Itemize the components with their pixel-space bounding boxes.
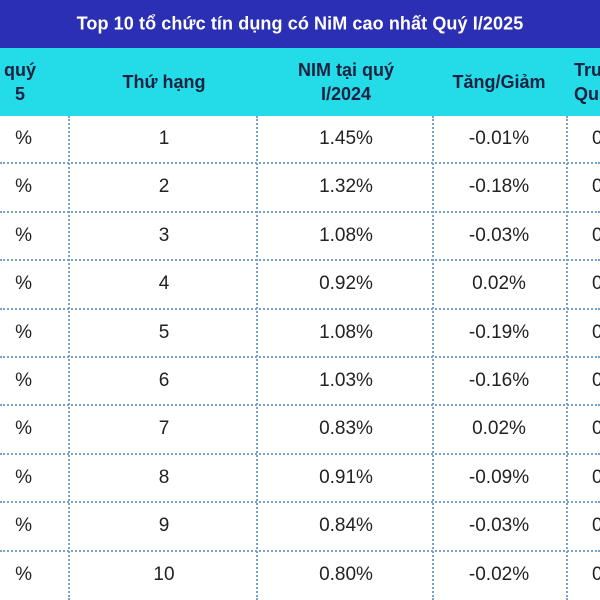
header-nim-line2: I/2024: [320, 84, 372, 104]
cell-change: -0.18%: [468, 176, 530, 198]
cell-nim: 1.32%: [319, 176, 373, 198]
cell-change: -0.09%: [468, 466, 530, 488]
table-row: % 9 0.84% -0.03% 0: [0, 503, 600, 552]
header-rank: Thứ hạng: [122, 72, 206, 92]
cell-nim: 1.45%: [319, 128, 373, 149]
header-nim-line1: NIM tại quý: [297, 60, 394, 80]
column-divider: [68, 116, 70, 600]
cell-nim: 0.91%: [319, 466, 373, 488]
header-next-line1: Trư: [574, 60, 600, 80]
cell-rank: 1: [158, 128, 170, 149]
cell-rank: 4: [158, 273, 170, 295]
cell-prev-quarter: %: [15, 370, 32, 391]
table-row: % 2 1.32% -0.18% 0: [0, 164, 600, 213]
header-prev-quarter-line2: 5: [14, 84, 25, 104]
cell-nim: 0.92%: [319, 273, 373, 295]
header-prev-quarter-partial: quý 5: [0, 48, 40, 116]
table-row: % 5 1.08% -0.19% 0: [0, 310, 600, 358]
cell-change: 0.02%: [472, 418, 526, 440]
cell-next: 0: [592, 321, 600, 343]
header-next-partial: Trư Qu: [570, 48, 600, 116]
cell-change: -0.16%: [468, 370, 530, 391]
cell-change: -0.02%: [468, 563, 530, 585]
table-row: % 4 0.92% 0.02% 0: [0, 261, 600, 310]
cell-next: 0: [592, 176, 600, 198]
column-divider: [432, 116, 434, 600]
cell-next: 0: [592, 466, 600, 488]
column-divider: [256, 116, 258, 600]
cell-rank: 8: [158, 466, 170, 488]
cell-next: 0: [592, 418, 600, 440]
header-nim-q1-2024: NIM tại quý I/2024: [258, 48, 434, 116]
table-body: % 1 1.45% -0.01% 0 % 2 1.32% -0.18% 0 % …: [0, 116, 600, 600]
cell-nim: 1.08%: [319, 224, 373, 246]
table-row: % 3 1.08% -0.03% 0: [0, 213, 600, 262]
table-row: % 6 1.03% -0.16% 0: [0, 358, 600, 407]
cell-rank: 3: [158, 224, 170, 246]
cell-prev-quarter: %: [15, 563, 32, 585]
header-next-line2: Qu: [574, 84, 599, 104]
cell-next: 0: [592, 224, 600, 246]
cell-change: -0.19%: [468, 321, 530, 343]
cell-nim: 0.80%: [319, 563, 373, 585]
cell-prev-quarter: %: [15, 466, 32, 488]
cell-next: 0: [592, 370, 600, 391]
cell-prev-quarter: %: [15, 128, 32, 149]
header-change: Tăng/Giảm: [452, 72, 546, 92]
cell-rank: 7: [158, 418, 170, 440]
cell-prev-quarter: %: [15, 418, 32, 440]
table-header-row: quý 5 Thứ hạng NIM tại quý I/2024 Tăng/G…: [0, 48, 600, 116]
title-bar: Top 10 tổ chức tín dụng có NiM cao nhất …: [0, 0, 600, 48]
cell-nim: 1.03%: [319, 370, 373, 391]
cell-next: 0: [592, 273, 600, 295]
cell-rank: 10: [153, 563, 175, 585]
cell-change: -0.01%: [468, 128, 530, 149]
cell-nim: 1.08%: [319, 321, 373, 343]
cell-change: 0.02%: [472, 273, 526, 295]
table-row: % 1 1.45% -0.01% 0: [0, 116, 600, 165]
cell-change: -0.03%: [468, 515, 530, 537]
cell-prev-quarter: %: [15, 176, 32, 198]
cell-nim: 0.84%: [319, 515, 373, 537]
cell-prev-quarter: %: [15, 224, 32, 246]
table-row: % 8 0.91% -0.09% 0: [0, 455, 600, 504]
cell-prev-quarter: %: [15, 321, 32, 343]
cell-rank: 9: [158, 515, 170, 537]
column-divider: [566, 116, 568, 600]
cell-next: 0: [592, 128, 600, 149]
table-title: Top 10 tổ chức tín dụng có NiM cao nhất …: [76, 13, 524, 34]
cell-nim: 0.83%: [319, 418, 373, 440]
cell-prev-quarter: %: [15, 515, 32, 537]
table-row: % 7 0.83% 0.02% 0: [0, 406, 600, 455]
header-prev-quarter-line1: quý: [3, 60, 36, 80]
cell-next: 0: [592, 563, 600, 585]
table-row: % 10 0.80% -0.02% 0: [0, 552, 600, 600]
cell-next: 0: [592, 515, 600, 537]
cell-rank: 2: [158, 176, 170, 198]
cell-rank: 6: [158, 370, 170, 391]
cell-rank: 5: [158, 321, 170, 343]
cell-change: -0.03%: [468, 224, 530, 246]
cell-prev-quarter: %: [15, 273, 32, 295]
